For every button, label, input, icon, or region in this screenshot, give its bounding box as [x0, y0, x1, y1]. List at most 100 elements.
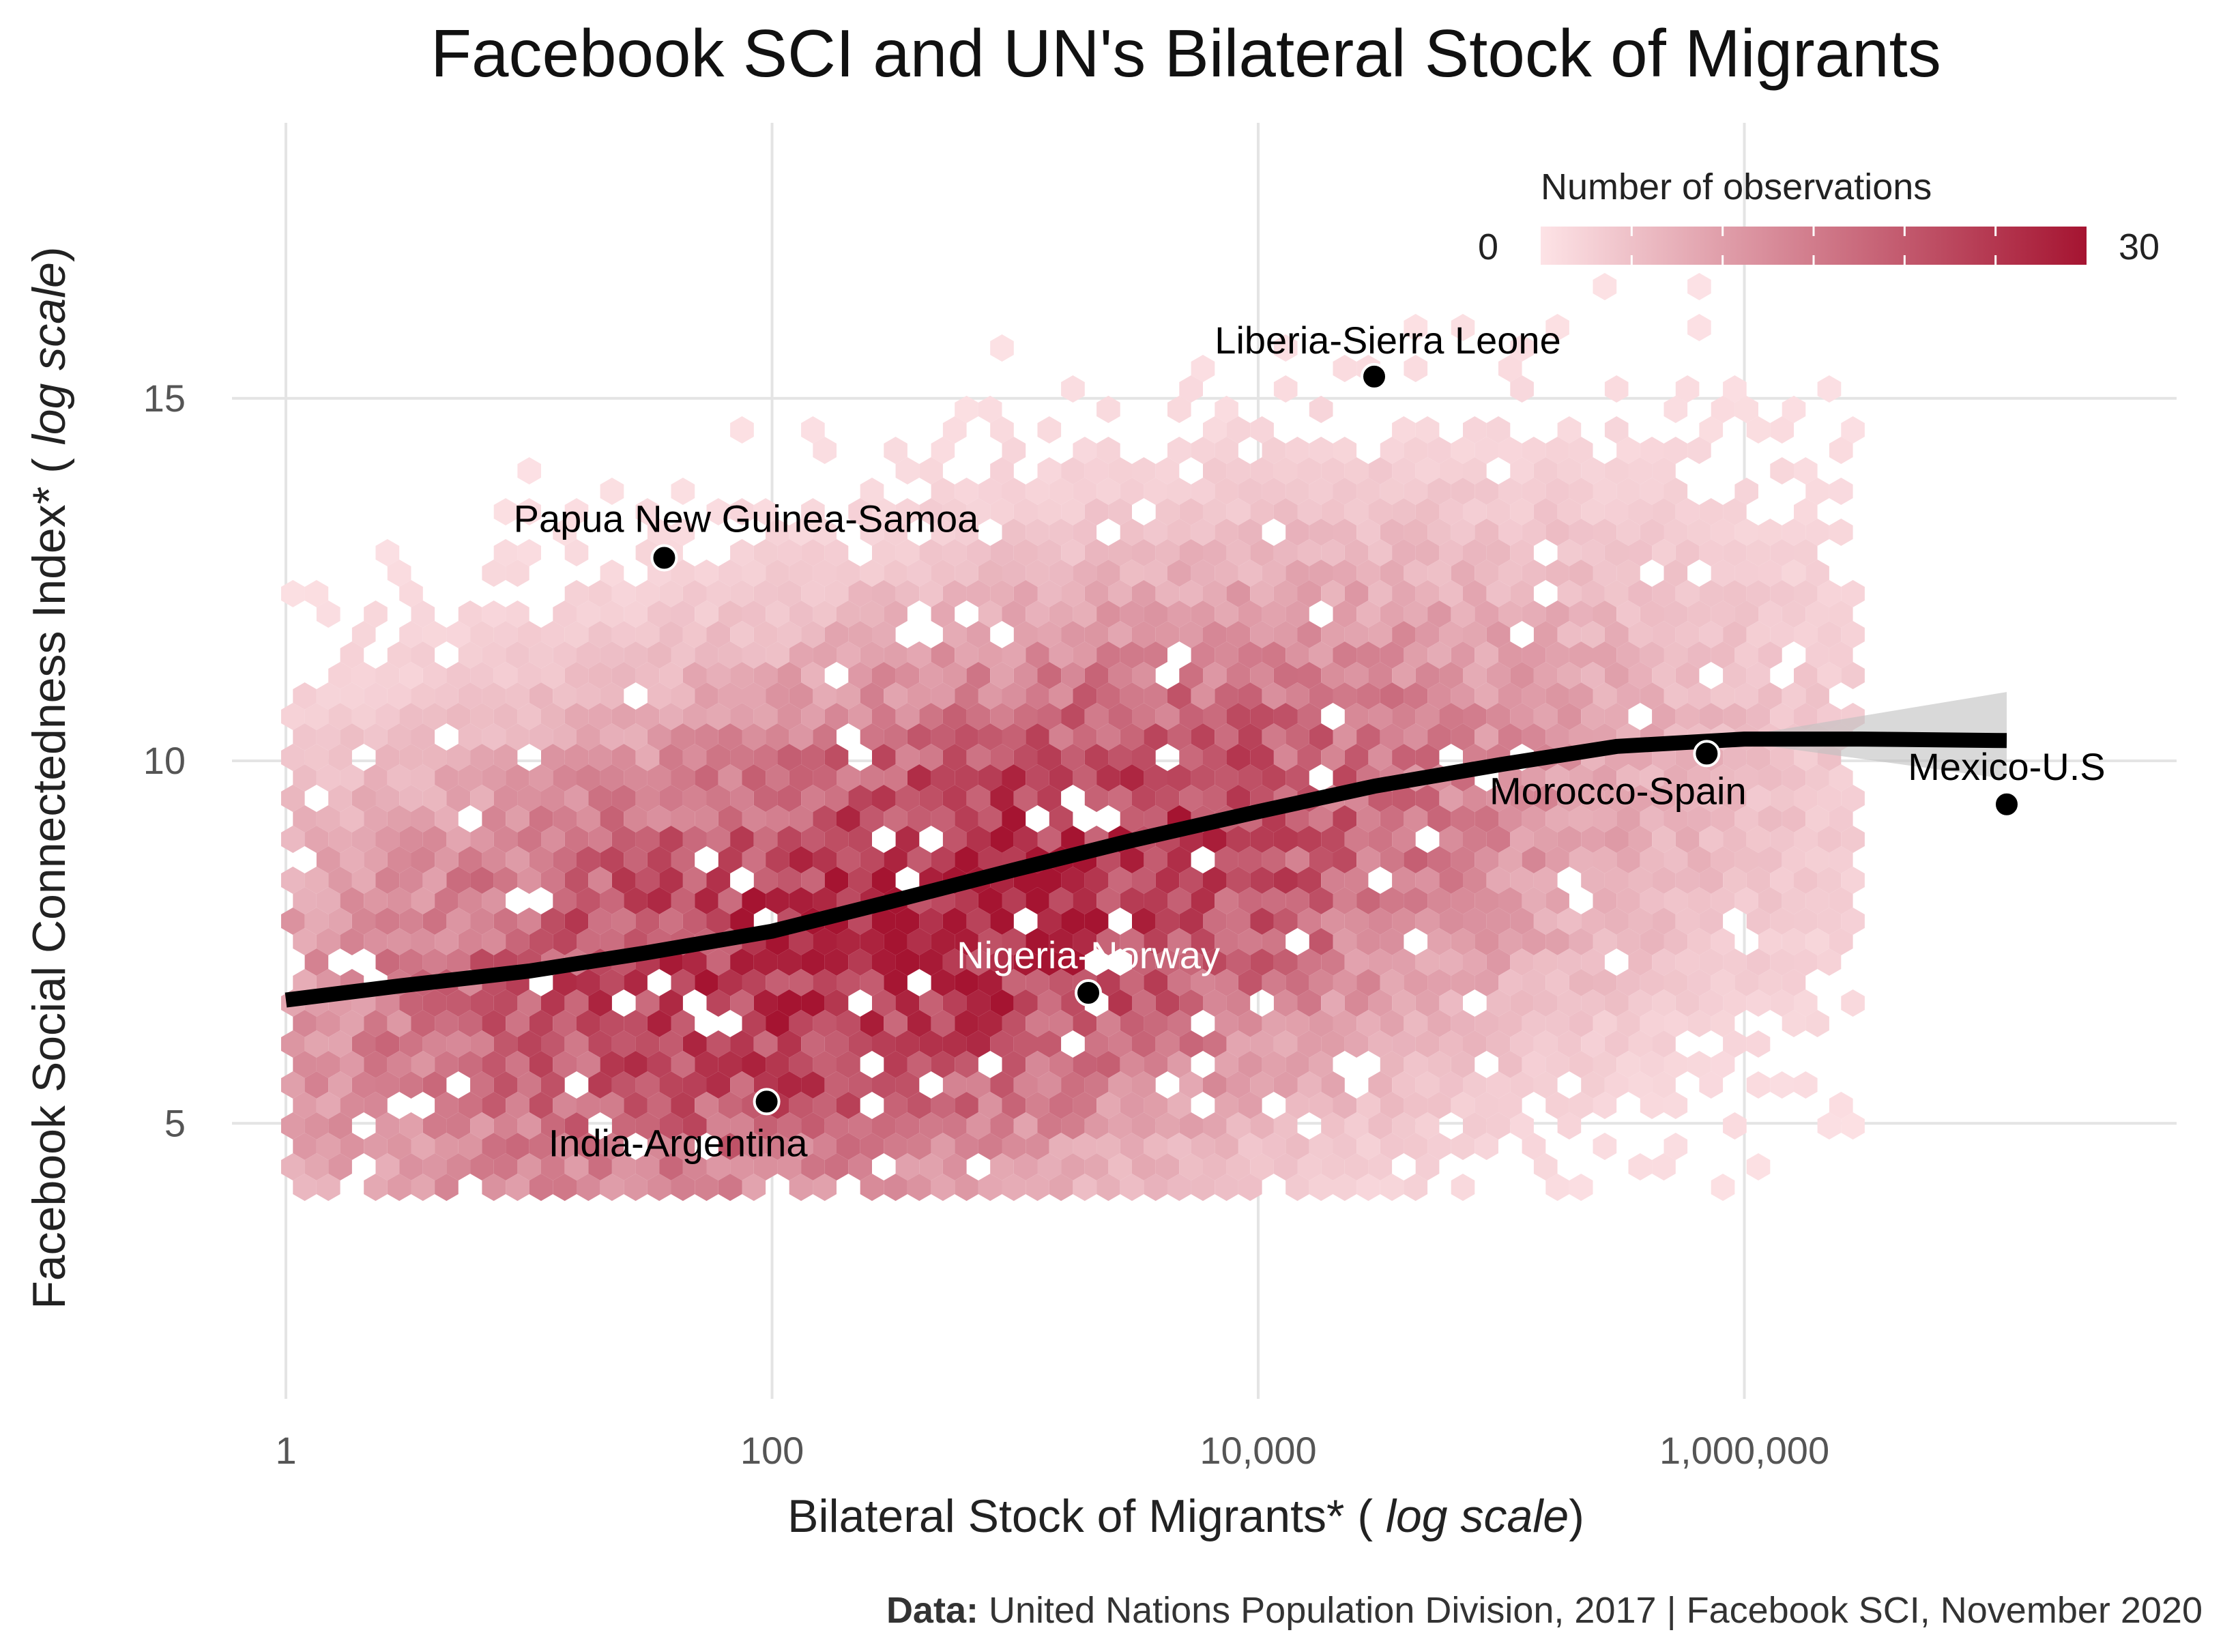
- hex-bin: [1155, 621, 1180, 648]
- hex-bin: [1321, 948, 1345, 976]
- hex-bin: [446, 662, 471, 689]
- hex-bin: [1415, 1112, 1440, 1140]
- caption-text: United Nations Population Division, 2017…: [978, 1590, 2203, 1631]
- hex-bin: [1569, 928, 1593, 955]
- hex-bin: [1226, 703, 1251, 730]
- hex-bin: [884, 928, 907, 955]
- hex-bin: [1841, 621, 1865, 648]
- hex-bin: [1746, 580, 1771, 607]
- hex-bin: [742, 1174, 766, 1201]
- hex-bin: [682, 744, 707, 771]
- hex-bin: [411, 641, 435, 669]
- hex-bin: [422, 1071, 447, 1099]
- hex-bin: [801, 539, 825, 566]
- hex-bin: [1451, 682, 1475, 710]
- hex-bin: [470, 744, 494, 771]
- hex-bin: [1002, 764, 1026, 792]
- hex-bin: [506, 1092, 529, 1119]
- hex-bin: [1404, 846, 1428, 873]
- hex-bin: [399, 662, 423, 689]
- hex-bin: [1179, 1153, 1203, 1180]
- hex-bin: [801, 621, 825, 648]
- highlight-point: [650, 544, 678, 572]
- hex-bin: [1794, 621, 1818, 648]
- hex-bin: [895, 1071, 920, 1099]
- hex-bin: [1817, 908, 1842, 935]
- hex-bin: [1794, 908, 1818, 935]
- hex-bin: [1297, 826, 1322, 853]
- hex-bin: [990, 826, 1014, 853]
- x-tick-label: 100: [740, 1429, 804, 1472]
- hex-bin: [1675, 744, 1700, 771]
- hex-bin: [801, 703, 825, 730]
- hex-bin: [1569, 560, 1593, 587]
- hex-bin: [588, 785, 612, 812]
- hex-bin: [1533, 1071, 1558, 1099]
- hex-bin: [600, 764, 624, 792]
- hex-bin: [1285, 641, 1309, 669]
- hex-bin: [1734, 641, 1758, 669]
- hex-bin: [1120, 723, 1144, 751]
- hex-bin: [1380, 846, 1404, 873]
- hex-bin: [1687, 314, 1711, 341]
- hex-bin: [813, 641, 837, 669]
- hex-bin: [340, 887, 364, 914]
- hex-bin: [1616, 887, 1640, 914]
- hex-bin: [1723, 785, 1747, 812]
- hex-bin: [1096, 764, 1120, 792]
- hex-bin: [1179, 948, 1203, 976]
- hex-bin: [1581, 580, 1605, 607]
- hex-bin: [293, 1051, 317, 1078]
- hex-bin: [1132, 457, 1156, 484]
- hex-bin: [1344, 744, 1369, 771]
- hex-bin: [1191, 887, 1215, 914]
- hex-bin: [753, 662, 778, 689]
- hex-bin: [1404, 682, 1428, 710]
- hex-bin: [1604, 539, 1629, 566]
- hex-bin: [1794, 498, 1818, 525]
- hex-bin: [1226, 416, 1251, 444]
- hex-bin: [1155, 867, 1180, 894]
- hex-bin: [1569, 1174, 1593, 1201]
- hex-bin: [1203, 621, 1227, 648]
- hex-bin: [931, 519, 955, 546]
- hex-bin: [577, 682, 600, 710]
- hex-bin: [1262, 560, 1286, 587]
- hex-bin: [895, 580, 920, 607]
- hex-bin: [577, 1133, 600, 1160]
- hex-bin: [1144, 1092, 1167, 1119]
- hex-bin: [1144, 1010, 1167, 1037]
- hex-bin: [1167, 519, 1191, 546]
- hex-bin: [907, 1051, 931, 1078]
- hex-bin: [1144, 1133, 1167, 1160]
- hex-bin: [1581, 539, 1605, 566]
- hex-bin: [931, 846, 955, 873]
- hex-bin: [872, 498, 896, 525]
- hex-bin: [1734, 805, 1758, 832]
- hex-bin: [600, 846, 624, 873]
- hex-bin: [1569, 764, 1593, 792]
- hex-bin: [1368, 539, 1393, 566]
- hex-bin: [1628, 621, 1653, 648]
- hex-bin: [564, 989, 589, 1017]
- hex-bin: [564, 826, 589, 853]
- hex-bin: [1191, 519, 1215, 546]
- hex-bin: [482, 1174, 506, 1201]
- hex-bin: [682, 826, 707, 853]
- hex-bin: [1144, 1051, 1167, 1078]
- hex-bin: [1297, 989, 1322, 1017]
- hex-bin: [942, 1112, 967, 1140]
- hex-bin: [304, 744, 329, 771]
- hex-bin: [1675, 662, 1700, 689]
- hex-bin: [955, 519, 978, 546]
- hex-bin: [482, 1092, 506, 1119]
- hex-bin: [564, 539, 589, 566]
- hex-bin: [293, 1092, 317, 1119]
- hex-bin: [753, 744, 778, 771]
- hex-bin: [553, 723, 577, 751]
- hex-bin: [1108, 867, 1132, 894]
- hex-bin: [1427, 723, 1451, 751]
- hex-bin: [682, 1030, 707, 1058]
- hex-bin: [647, 600, 671, 628]
- hex-bin: [1593, 805, 1617, 832]
